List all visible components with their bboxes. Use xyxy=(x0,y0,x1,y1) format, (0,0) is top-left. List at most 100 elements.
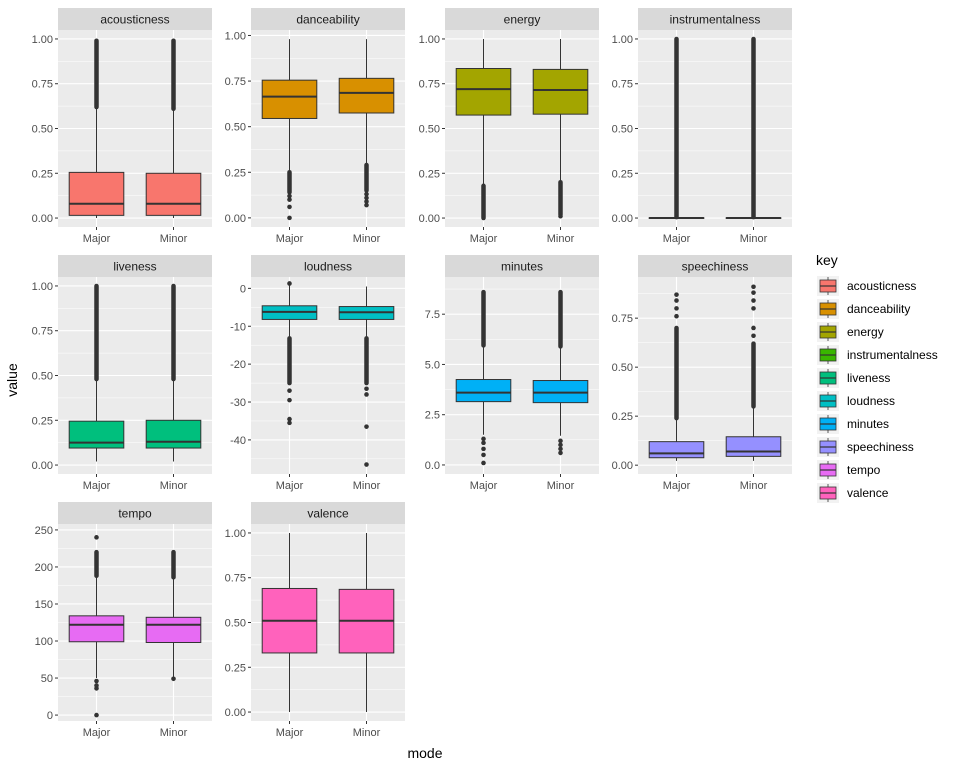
x-axis-title: mode xyxy=(407,745,442,761)
y-tick-label: 0.00 xyxy=(32,460,53,472)
outlier-point xyxy=(94,678,99,684)
box-iqr xyxy=(68,420,125,449)
legend-entry-energy: energy xyxy=(817,322,884,342)
box-valence-major xyxy=(261,532,318,713)
outlier-point xyxy=(751,290,756,295)
legend-entry-speechiness: speechiness xyxy=(817,437,914,457)
facet-speechiness: speechiness 0.00 0.25 0.50 0.75 Major Minor xyxy=(612,255,792,492)
box-minutes-minor xyxy=(532,289,589,456)
legend-label: tempo xyxy=(847,463,881,477)
box-tempo-major xyxy=(68,535,125,718)
y-tick-label: 0.75 xyxy=(225,76,246,88)
y-tick-label: 0.50 xyxy=(225,122,246,134)
legend-title: key xyxy=(816,252,838,268)
x-tick-label: Major xyxy=(83,480,111,492)
outlier-point xyxy=(751,333,756,339)
y-tick-label: 1.00 xyxy=(32,281,53,293)
legend-entry-acousticness: acousticness xyxy=(817,276,916,296)
y-tick-label: 5.0 xyxy=(425,359,440,371)
legend-label: energy xyxy=(847,325,884,339)
x-tick-label: Major xyxy=(663,233,691,245)
outlier-point xyxy=(364,424,369,429)
facet-strip-speechiness xyxy=(638,255,792,277)
outlier-point xyxy=(558,446,563,452)
outlier-point xyxy=(751,298,756,303)
outlier-point xyxy=(94,712,99,718)
facet-danceability: danceability 0.00 0.25 0.50 0.75 1.00 Major Min… xyxy=(225,8,405,245)
facet-acousticness: acousticness 0.00 0.25 0.50 0.75 1.00 Major Min… xyxy=(32,8,212,245)
y-tick-label: 0.50 xyxy=(32,124,53,136)
box-liveness-minor xyxy=(145,283,202,462)
y-tick-label: 0 xyxy=(47,710,53,722)
y-tick-label: 0.75 xyxy=(225,573,246,585)
y-tick-label: 0.0 xyxy=(425,460,440,472)
y-tick-label: 0.50 xyxy=(32,371,53,383)
outlier-point xyxy=(481,446,486,452)
outlier-point xyxy=(674,306,679,311)
box-speechiness-major xyxy=(648,292,705,461)
outlier-point xyxy=(751,284,756,290)
x-tick-label: Major xyxy=(276,480,304,492)
legend-label: liveness xyxy=(847,371,890,385)
facet-strip-label: tempo xyxy=(118,507,152,521)
box-iqr xyxy=(145,172,202,216)
x-tick-label: Minor xyxy=(160,233,188,245)
box-loudness-minor xyxy=(338,286,395,467)
x-tick-label: Minor xyxy=(547,480,575,492)
outlier-point xyxy=(287,388,292,393)
y-tick-label: 50 xyxy=(41,673,53,685)
outlier-point xyxy=(364,195,369,201)
x-tick-label: Minor xyxy=(547,233,575,245)
x-tick-label: Minor xyxy=(740,233,768,245)
box-tempo-minor xyxy=(145,549,202,682)
x-tick-label: Minor xyxy=(353,480,381,492)
outlier-point xyxy=(287,397,292,403)
y-tick-label: -40 xyxy=(230,435,246,447)
x-tick-label: Major xyxy=(276,727,304,739)
outlier-point xyxy=(481,452,486,458)
facet-tempo: tempo 0 50 100 150 200 250 Major Minor xyxy=(35,502,212,739)
legend-entry-instrumentalness: instrumentalness xyxy=(817,345,938,365)
outlier-point xyxy=(481,460,486,466)
legend-label: valence xyxy=(847,486,889,500)
outlier-point xyxy=(287,197,292,202)
outlier-point xyxy=(287,204,292,210)
box-iqr xyxy=(145,616,202,643)
box-acousticness-major xyxy=(68,38,125,219)
box-iqr xyxy=(725,436,782,457)
box-iqr xyxy=(68,615,125,643)
y-tick-label: 0.00 xyxy=(612,460,633,472)
y-tick-label: 0.75 xyxy=(32,326,53,338)
box-minutes-major xyxy=(455,289,512,466)
outlier-point xyxy=(364,386,369,392)
y-tick-label: 0.75 xyxy=(612,313,633,325)
outlier-point xyxy=(287,193,292,199)
box-iqr xyxy=(455,68,512,116)
outlier-point xyxy=(364,392,369,397)
box-acousticness-minor xyxy=(145,38,202,219)
y-tick-label: 0.00 xyxy=(225,707,246,719)
facet-strip-minutes xyxy=(445,255,599,277)
facet-strip-energy xyxy=(445,8,599,30)
box-iqr xyxy=(532,380,589,404)
x-tick-label: Major xyxy=(663,480,691,492)
y-tick-label: 200 xyxy=(35,562,53,574)
outlier-point xyxy=(171,676,176,682)
outlier-point xyxy=(364,199,369,204)
legend-label: danceability xyxy=(847,302,910,316)
outlier-point xyxy=(481,436,486,442)
outlier-point xyxy=(558,442,563,448)
box-iqr xyxy=(455,379,512,403)
box-danceability-minor xyxy=(338,39,395,208)
box-danceability-major xyxy=(261,39,318,221)
outlier-point xyxy=(94,535,99,540)
facet-minutes: minutes 0.0 2.5 5.0 7.5 Major Minor xyxy=(425,255,599,492)
facet-instrumentalness: instrumentalness 0.00 0.25 0.50 0.75 1.00 Majo… xyxy=(612,8,792,245)
legend-entry-tempo: tempo xyxy=(817,460,881,480)
box-energy-major xyxy=(455,38,512,221)
box-valence-minor xyxy=(338,532,395,713)
box-iqr xyxy=(68,171,125,216)
facet-strip-label: speechiness xyxy=(682,260,749,274)
